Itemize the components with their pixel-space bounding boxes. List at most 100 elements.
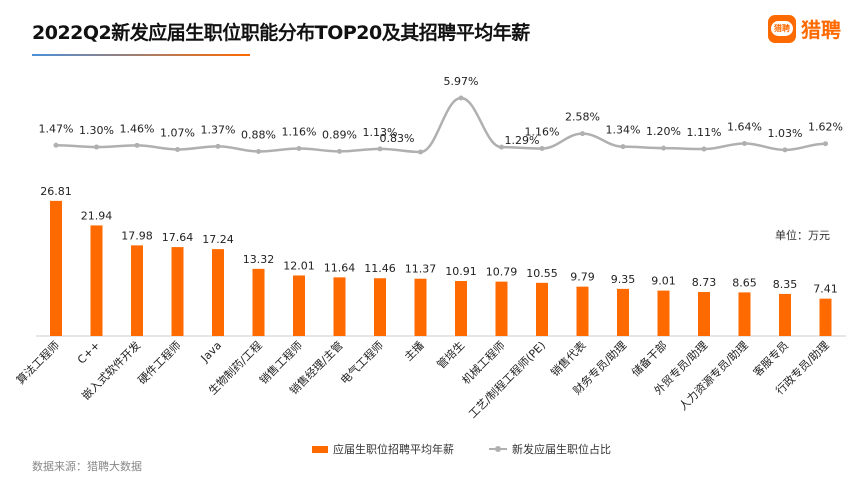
x-tick-label: 电气工程师 (337, 338, 386, 387)
logo-text: 猎聘 (801, 18, 841, 42)
legend-line: 新发应届生职位占比 (489, 441, 611, 457)
line-point (53, 142, 59, 148)
line-value-label: 1.16% (282, 126, 317, 139)
bar (738, 292, 751, 336)
line-point (580, 131, 585, 137)
line-point (94, 144, 99, 150)
bar (617, 288, 629, 336)
line-point (256, 148, 261, 154)
bar-value-label: 17.24 (202, 233, 234, 246)
bar-value-label: 8.73 (692, 276, 717, 289)
legend-bar-label: 应届生职位招聘平均年薪 (333, 443, 454, 456)
x-tick-label: 主播 (401, 338, 426, 363)
chart-title: 2022Q2新发应届生职位职能分布TOP20及其招聘平均年薪 (32, 22, 530, 44)
line-point (620, 144, 626, 150)
line-value-label: 1.11% (687, 126, 722, 139)
x-tick-label: 管培生 (434, 338, 467, 371)
bar-value-label: 10.55 (526, 267, 558, 280)
bar-value-label: 8.35 (773, 278, 798, 291)
x-tick-label: 工艺/制程工程师(PE) (466, 339, 548, 421)
line-point (418, 149, 423, 155)
line-value-label: 1.62% (808, 121, 843, 134)
legend-line-label: 新发应届生职位占比 (512, 443, 611, 456)
line-value-label: 1.07% (160, 126, 195, 139)
bar-value-label: 11.64 (324, 261, 356, 274)
data-source: 数据来源：猎聘大数据 (32, 460, 142, 473)
line-value-label: 5.97% (444, 75, 479, 88)
x-tick-label: 硬件工程师 (136, 339, 184, 387)
line-value-label: 1.47% (39, 122, 74, 135)
bar (212, 249, 224, 336)
line-point (337, 148, 342, 154)
bar-value-label: 17.98 (121, 229, 153, 242)
bar-value-label: 12.01 (283, 259, 315, 272)
bar (779, 293, 791, 336)
bar (698, 292, 710, 336)
x-tick-label: Java (198, 339, 224, 365)
logo-icon-text: 猎聘 (771, 21, 793, 36)
liepin-logo: 猎聘 猎聘 (768, 14, 841, 43)
legend-bar-swatch (312, 445, 328, 453)
line-point (296, 146, 302, 152)
line-value-label: 1.64% (727, 120, 762, 133)
bar-value-label: 9.01 (651, 275, 676, 288)
line-point (458, 95, 464, 101)
bar (50, 200, 62, 336)
legend-bar: 应届生职位招聘平均年薪 (312, 441, 454, 457)
bar (576, 286, 589, 336)
line-value-label: 0.83% (380, 132, 415, 145)
line-point (782, 147, 788, 153)
title-underline (32, 54, 250, 56)
line-point (215, 143, 221, 149)
line-series (55, 96, 826, 154)
bar-value-label: 11.37 (405, 263, 437, 276)
bar (131, 245, 143, 336)
x-tick-label: 人力资源专员/助理 (676, 338, 751, 413)
line-value-label: 1.34% (606, 124, 641, 137)
line-value-label: 1.46% (120, 122, 155, 135)
bar-value-label: 9.79 (570, 271, 595, 284)
bar (455, 281, 467, 336)
line-point (539, 146, 545, 152)
bar (374, 278, 386, 336)
bar (333, 277, 346, 336)
bar-value-label: 10.91 (445, 265, 477, 278)
bar-value-label: 10.79 (486, 266, 518, 279)
line-value-label: 0.88% (241, 128, 276, 141)
bar (536, 282, 548, 336)
line-value-label: 1.13% (363, 126, 398, 139)
bar-value-label: 21.94 (81, 209, 113, 222)
x-tick-label: 储备干部 (629, 338, 670, 379)
bar (657, 290, 670, 336)
x-tick-label: 算法工程师 (13, 338, 62, 387)
bar (90, 225, 103, 336)
line-point (134, 142, 140, 148)
line-value-label: 2.58% (565, 111, 600, 124)
logo-icon: 猎聘 (768, 14, 796, 43)
line-value-label: 0.89% (322, 128, 357, 141)
line-point (377, 146, 383, 152)
bar-value-label: 26.81 (40, 185, 72, 198)
bar (293, 275, 305, 336)
bar-value-label: 11.46 (364, 262, 396, 275)
line-point (175, 146, 180, 152)
unit-label: 单位：万元 (775, 229, 830, 242)
line-point (742, 140, 747, 146)
line-value-label: 1.37% (201, 123, 236, 136)
bar-value-label: 9.35 (611, 273, 636, 286)
line-point (823, 141, 828, 147)
bar (414, 278, 427, 336)
line-point (701, 146, 707, 152)
x-tick-label: C++ (75, 339, 103, 367)
bar (819, 298, 832, 336)
bar-value-label: 17.64 (162, 231, 194, 244)
bar (252, 268, 265, 336)
bar-value-label: 7.41 (813, 283, 838, 296)
bar-value-label: 8.65 (732, 276, 757, 289)
legend-line-swatch (489, 446, 507, 452)
line-point (499, 144, 504, 150)
x-tick-label: 销售代表 (548, 338, 589, 379)
line-value-label: 1.30% (79, 124, 114, 137)
